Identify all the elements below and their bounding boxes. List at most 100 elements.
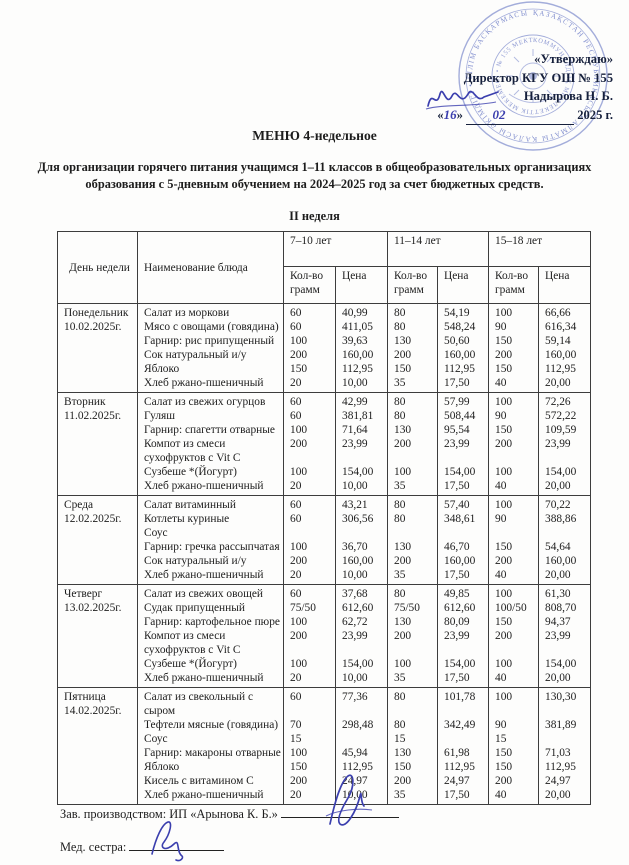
value-line: 23,99 — [342, 438, 368, 450]
value-line: 109,59 — [545, 424, 577, 436]
value-line: 200 — [290, 349, 308, 361]
value-cell: 60 60 100 200 150 20 — [283, 303, 336, 393]
value-line: 200 — [495, 555, 513, 567]
value-line: 154,00 — [444, 466, 476, 478]
value-line: 70,22 — [545, 499, 571, 511]
value-line — [444, 643, 486, 657]
value-line: 130 — [394, 541, 412, 553]
approval-date-line: «16» 02 2025 г. — [437, 106, 613, 125]
value-line: 60 — [290, 499, 302, 511]
value-line: 100 — [495, 307, 513, 319]
value-line: 160,00 — [342, 349, 374, 361]
value-line: 200 — [394, 630, 412, 642]
value-line — [394, 704, 435, 718]
header-dish-name: Наименование блюда — [137, 231, 284, 304]
value-line — [444, 526, 486, 540]
value-cell: 42,99 381,81 71,64 23,99 154,00 10,00 — [335, 392, 388, 496]
dish-line: Салат из моркови — [144, 307, 230, 319]
value-line: 150 — [394, 363, 412, 375]
value-line: 59,14 — [545, 335, 571, 347]
value-line: 348,61 — [444, 513, 476, 525]
week-label: II неделя — [289, 209, 340, 223]
value-cell: 72,26 572,22 109,59 23,99 154,00 20,00 — [538, 392, 591, 496]
value-cell: 60 60 100 200 100 20 — [283, 392, 336, 496]
dish-line: Гарнир: гречка рассыпчатая — [144, 541, 280, 553]
production-manager-label: Зав. производством: ИП «Арынова К. Б.» — [60, 807, 278, 821]
value-line: 23,99 — [342, 630, 368, 642]
value-line — [342, 451, 385, 465]
day-date: 13.02.2025г. — [64, 602, 122, 614]
menu-day-row: Пятница 14.02.2025г. Салат из свекольный с… — [57, 687, 591, 805]
value-line: 160,00 — [545, 349, 577, 361]
value-line: 62,72 — [342, 616, 368, 628]
value-cell: 49,85 612,60 80,09 23,99 154,00 17,50 — [437, 584, 489, 688]
value-line: 200 — [495, 775, 513, 787]
value-line: 72,26 — [545, 396, 571, 408]
value-line — [342, 526, 385, 540]
value-line: 60 — [290, 588, 302, 600]
value-line: 45,94 — [342, 747, 368, 759]
header-age-7-10: 7–10 лет — [283, 231, 388, 267]
value-line — [394, 526, 435, 540]
header-price-3: Цена — [538, 266, 591, 304]
value-line: 388,86 — [545, 513, 577, 525]
value-line: 95,54 — [444, 424, 470, 436]
value-cell: 70,22 388,86 54,64 160,00 20,00 — [538, 495, 591, 585]
dish-line: Хлеб ржано-пшеничный — [144, 672, 264, 684]
value-line: 80 — [394, 307, 406, 319]
dish-line: Салат из свекольный с — [144, 691, 254, 703]
handwritten-month: 02 — [492, 106, 506, 122]
dish-line: Компот из смеси — [144, 630, 226, 642]
dish-line: Салат из свежих овощей — [144, 588, 264, 600]
value-line — [394, 451, 435, 465]
value-line: 80 — [394, 499, 406, 511]
value-line: 17,50 — [444, 480, 470, 492]
value-line: 23,99 — [545, 630, 571, 642]
handwritten-day: 16 — [443, 106, 457, 122]
approval-line-director: Директор КГУ ОШ № 155 — [463, 70, 613, 85]
value-cell: 57,40 348,61 46,70 160,00 17,50 — [437, 495, 489, 585]
dish-line: сухофруктов с Vit C — [144, 644, 241, 656]
value-line: 112,95 — [444, 363, 475, 375]
value-cell: 60 60 100 200 20 — [283, 495, 336, 585]
value-line: 50,60 — [444, 335, 470, 347]
value-line: 20,00 — [545, 672, 571, 684]
dish-cell: Салат из моркови Мясо с овощами (говядина… — [137, 303, 284, 393]
value-line: 808,70 — [545, 602, 577, 614]
value-line: 49,85 — [444, 588, 470, 600]
value-line: 100 — [495, 466, 513, 478]
value-line: 36,70 — [342, 541, 368, 553]
value-line: 42,99 — [342, 396, 368, 408]
value-line: 100 — [290, 658, 308, 670]
value-line: 40 — [495, 480, 507, 492]
day-date: 10.02.2025г. — [64, 321, 122, 333]
day-date: 11.02.2025г. — [64, 410, 122, 422]
value-line: 612,60 — [342, 602, 374, 614]
day-name: Понедельник — [64, 307, 129, 319]
value-cell: 100 90 15 150 150 200 40 — [488, 687, 539, 805]
dish-line: Салат витаминный — [144, 499, 236, 511]
dish-line: Сок натуральный и/у — [144, 555, 247, 567]
value-line: 100 — [290, 747, 308, 759]
value-line: 306,56 — [342, 513, 374, 525]
quote-close: » — [456, 107, 463, 122]
value-line: 150 — [495, 616, 513, 628]
value-line: 80,09 — [444, 616, 470, 628]
production-manager-line: Зав. производством: ИП «Арынова К. Б.» — [60, 804, 399, 822]
value-line: 80 — [394, 396, 406, 408]
page-title: МЕНЮ 4-недельное — [252, 128, 377, 143]
value-line: 37,68 — [342, 588, 368, 600]
value-line: 60 — [290, 513, 302, 525]
value-line: 35 — [394, 672, 406, 684]
nurse-label: Мед. сестра: — [60, 840, 127, 854]
value-line: 154,00 — [545, 658, 577, 670]
dish-line: Соус — [144, 527, 168, 539]
page-subtitle: Для организации горячего питания учащимс… — [37, 160, 592, 191]
menu-day-row: Понедельник 10.02.2025г. Салат из моркови М… — [57, 303, 591, 393]
day-name: Четверг — [64, 588, 103, 600]
value-line: 57,40 — [444, 499, 470, 511]
dish-line: Гуляш — [144, 410, 176, 422]
day-name: Вторник — [64, 396, 106, 408]
value-cell: 80 80 15 130 150 200 35 — [387, 687, 438, 805]
header-grams-1: Кол-во грамм — [283, 266, 336, 304]
